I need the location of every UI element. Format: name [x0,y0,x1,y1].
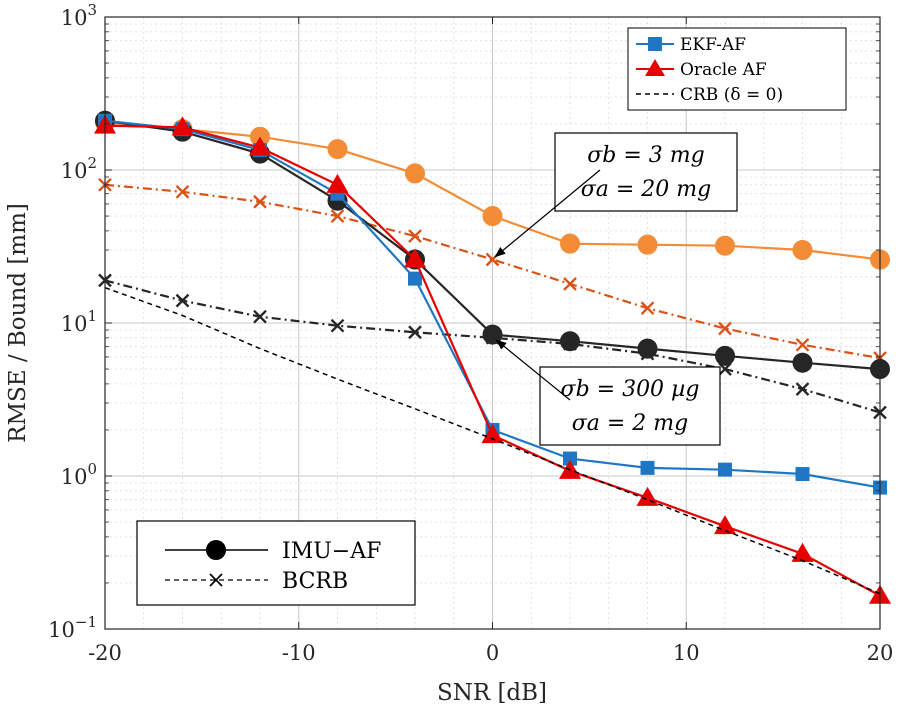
data-point [171,116,194,136]
legend-marker [645,59,665,76]
data-point [327,139,348,160]
data-point [330,318,345,333]
x-tick-label: -20 [88,641,122,665]
legend-top-right: EKF-AF Oracle AF CRB (δ = 0) [627,27,847,111]
axes: -20 -10 0 10 20 10−1 100 101 102 103 [48,1,893,665]
data-point [404,248,426,268]
x-tick-label: 10 [673,641,700,665]
series-line [104,279,881,414]
annotation-high-line1: σb = 3 mg [587,143,704,168]
annotation-low-noise: σb = 300 µg σa = 2 mg [495,339,721,446]
data-point [637,234,658,255]
data-point [714,515,736,535]
data-point [718,462,732,477]
x-tick-label: 0 [486,641,499,665]
legend-marker [209,573,223,587]
data-point [408,271,422,286]
x-tick-label: 20 [867,641,894,665]
legend-label: CRB (δ = 0) [680,85,783,105]
data-point [405,163,425,184]
data-point [715,235,735,256]
legend-bottom-left: IMU−AF BCRB [136,520,416,606]
y-tick-label: 101 [61,307,97,336]
data-point [636,486,659,506]
data-point [637,338,658,359]
data-point [715,345,735,366]
data-point [482,206,503,227]
data-point [175,293,190,308]
annotation-low-line2: σa = 2 mg [572,411,689,436]
annotation-low-arrow [495,339,571,401]
series-6 [104,286,881,595]
data-point [718,321,732,336]
data-point [718,362,732,376]
legend-label: IMU−AF [282,539,381,564]
data-point [563,277,577,291]
data-point [792,352,813,373]
legend-marker [206,540,226,560]
x-tick-label: -10 [282,641,316,665]
data-point [482,324,503,345]
y-tick-label: 103 [61,1,97,30]
annotation-high-line2: σa = 20 mg [581,177,712,202]
data-point [640,346,655,361]
data-point [640,460,655,475]
series-line [104,286,881,595]
data-point [795,467,810,482]
data-point [560,331,580,352]
data-point [792,240,813,261]
annotation-high-noise: σb = 3 mg σa = 20 mg [494,132,738,258]
y-tick-label: 100 [61,460,97,489]
data-point [560,233,580,254]
data-point [253,309,267,324]
annotation-high-arrow [494,169,601,258]
data-point [563,337,577,351]
legend-label: EKF-AF [680,35,746,55]
x-axis-label: SNR [dB] [437,680,547,706]
data-point [253,194,267,209]
data-point [563,451,577,466]
data-point [326,173,349,193]
legend-label: BCRB [282,569,348,594]
data-point [330,209,345,223]
data-point [408,229,422,243]
data-point [795,337,810,352]
data-point [249,136,271,156]
data-point [408,325,422,340]
y-axis-label: RMSE / Bound [mm] [5,203,31,443]
y-tick-label: 10−1 [48,613,97,642]
legend-label: Oracle AF [680,60,767,80]
data-point [791,542,814,562]
annotation-low-line1: σb = 300 µg [561,377,700,402]
data-point [795,382,810,396]
data-point [175,184,190,199]
legend-marker [648,37,662,51]
data-point [481,424,504,444]
y-tick-label: 102 [61,154,97,183]
data-point [640,301,655,316]
